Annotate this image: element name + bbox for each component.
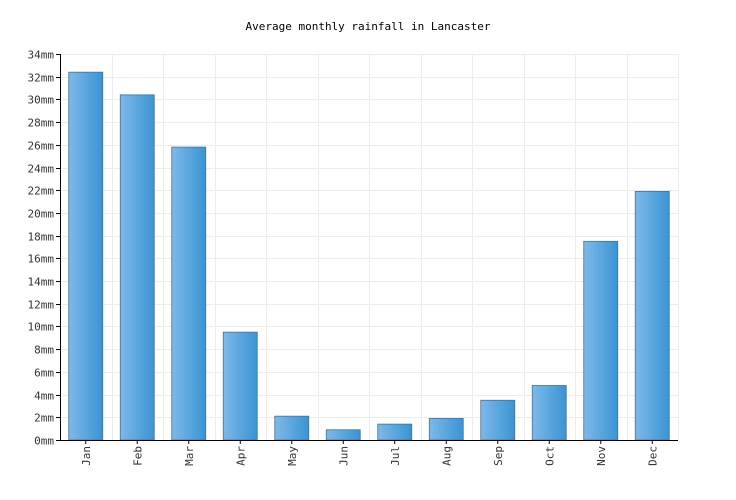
x-tick-label: Nov bbox=[595, 446, 608, 466]
y-axis-ticks: 0mm 2mm 4mm 6mm 8mm 10mm 12mm 14mm 16mm 18mm 20mm 2… bbox=[28, 49, 60, 448]
x-tick-label: Jun bbox=[337, 446, 350, 466]
y-tick-label: 22mm bbox=[28, 185, 55, 198]
bar-jul bbox=[377, 423, 413, 441]
y-tick-label: 0mm bbox=[34, 435, 54, 448]
y-tick-label: 20mm bbox=[28, 208, 55, 221]
x-tick-label: Mar bbox=[183, 446, 196, 466]
x-tick-label: May bbox=[286, 446, 299, 466]
bars bbox=[68, 71, 670, 441]
x-tick-label: Aug bbox=[440, 446, 453, 466]
bar-dec bbox=[634, 190, 670, 441]
y-tick-label: 16mm bbox=[28, 253, 55, 266]
bar-aug bbox=[428, 418, 464, 441]
axes bbox=[60, 54, 678, 441]
x-tick-label: Feb bbox=[131, 446, 144, 466]
y-tick-label: 30mm bbox=[28, 94, 55, 107]
x-axis-ticks: Jan Feb Mar Apr May Jun Jul Aug Sep Oct Nov Dec bbox=[80, 440, 659, 466]
y-tick-label: 12mm bbox=[28, 299, 55, 312]
gridlines bbox=[60, 54, 679, 440]
bar-nov bbox=[583, 240, 619, 441]
y-tick-label: 8mm bbox=[34, 344, 54, 357]
bar-mar bbox=[171, 146, 207, 441]
x-tick-label: Jul bbox=[389, 446, 402, 466]
bar-jun bbox=[325, 429, 361, 441]
y-tick-label: 34mm bbox=[28, 49, 55, 62]
bar-oct bbox=[531, 385, 567, 441]
y-tick-label: 28mm bbox=[28, 117, 55, 130]
x-tick-label: Apr bbox=[234, 446, 247, 466]
y-tick-label: 18mm bbox=[28, 231, 55, 244]
bar-jan bbox=[68, 71, 104, 441]
y-tick-label: 2mm bbox=[34, 412, 54, 425]
y-tick-label: 26mm bbox=[28, 140, 55, 153]
x-tick-label: Dec bbox=[646, 446, 659, 466]
chart-title: Average monthly rainfall in Lancaster bbox=[245, 20, 491, 33]
bar-feb bbox=[119, 94, 155, 441]
bar-apr bbox=[222, 331, 258, 441]
x-tick-label: Oct bbox=[543, 446, 556, 466]
y-tick-label: 32mm bbox=[28, 72, 55, 85]
y-tick-label: 4mm bbox=[34, 390, 54, 403]
y-tick-label: 14mm bbox=[28, 276, 55, 289]
bar-sep bbox=[480, 399, 516, 441]
y-tick-label: 6mm bbox=[34, 367, 54, 380]
y-tick-label: 10mm bbox=[28, 321, 55, 334]
bar-may bbox=[274, 415, 310, 441]
y-tick-label: 24mm bbox=[28, 163, 55, 176]
x-tick-label: Jan bbox=[80, 446, 93, 466]
x-tick-label: Sep bbox=[492, 446, 505, 466]
